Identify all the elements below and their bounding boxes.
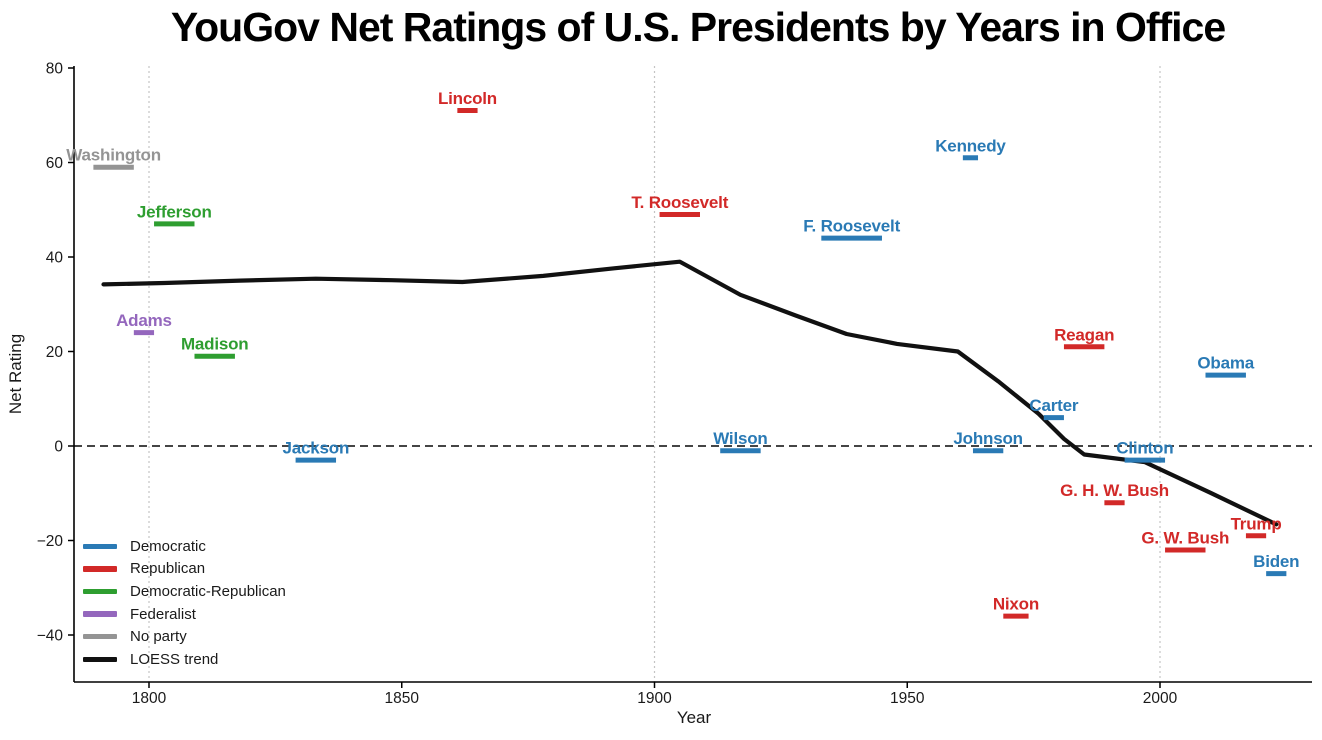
president-label-nixon: Nixon xyxy=(993,595,1039,614)
legend-item-democratic: Democratic xyxy=(83,535,286,558)
x-tick-label-1850: 1850 xyxy=(385,690,420,707)
president-label-jefferson: Jefferson xyxy=(137,202,212,221)
president-label-adams: Adams xyxy=(116,311,172,330)
legend-swatch-no-party xyxy=(83,633,117,640)
y-tick-label-40: 40 xyxy=(46,250,64,267)
loess-trend-line xyxy=(101,259,1279,527)
president-label-washington: Washington xyxy=(66,146,161,165)
x-tick-label-2000: 2000 xyxy=(1143,690,1178,707)
legend-swatch-federalist xyxy=(83,611,117,617)
y-tick-label-60: 60 xyxy=(46,155,64,172)
president-label-g-w-bush: G. W. Bush xyxy=(1141,528,1229,547)
legend-label-republican: Republican xyxy=(130,560,206,578)
legend-item-republican: Republican xyxy=(83,558,286,581)
legend-label-no-party: No party xyxy=(130,628,187,646)
legend-item-democratic-republican: Democratic-Republican xyxy=(83,580,286,603)
president-label-kennedy: Kennedy xyxy=(935,136,1006,155)
legend-label-democratic: Democratic xyxy=(130,537,206,555)
president-label-trump: Trump xyxy=(1231,514,1282,533)
president-label-f-roosevelt: F. Roosevelt xyxy=(803,217,900,236)
president-label-jackson: Jackson xyxy=(282,439,349,458)
president-label-carter: Carter xyxy=(1029,396,1078,415)
legend-item-loess-trend: LOESS trend xyxy=(83,648,286,671)
president-label-reagan: Reagan xyxy=(1054,325,1114,344)
president-label-obama: Obama xyxy=(1197,354,1254,373)
chart-title: YouGov Net Ratings of U.S. Presidents by… xyxy=(170,4,1226,50)
legend-label-loess-trend: LOESS trend xyxy=(130,650,219,668)
president-label-lincoln: Lincoln xyxy=(438,89,497,108)
y-tick-label-80: 80 xyxy=(46,61,64,78)
legend-label-federalist: Federalist xyxy=(130,605,196,623)
legend-label-democratic-republican: Democratic-Republican xyxy=(130,582,286,600)
legend-swatch-democratic-republican xyxy=(83,588,117,595)
x-axis-title: Year xyxy=(676,708,712,727)
y-tick-label-0: 0 xyxy=(54,439,63,456)
president-label-biden: Biden xyxy=(1253,552,1299,571)
legend: Democratic Republican Democratic-Republica… xyxy=(83,535,286,671)
president-label-johnson: Johnson xyxy=(953,429,1022,448)
y-tick-label--40: −40 xyxy=(37,628,64,645)
y-tick-label--20: −20 xyxy=(37,533,64,550)
legend-swatch-loess-trend xyxy=(83,656,117,663)
president-label-wilson: Wilson xyxy=(713,429,767,448)
president-label-t-roosevelt: T. Roosevelt xyxy=(631,193,728,212)
x-tick-label-1950: 1950 xyxy=(890,690,925,707)
x-tick-label-1800: 1800 xyxy=(132,690,167,707)
y-tick-label-20: 20 xyxy=(46,344,64,361)
president-label-clinton: Clinton xyxy=(1116,439,1173,458)
president-label-madison: Madison xyxy=(181,335,249,354)
legend-swatch-republican xyxy=(83,566,117,572)
x-tick-label-1900: 1900 xyxy=(637,690,672,707)
legend-item-no-party: No party xyxy=(83,625,286,648)
legend-item-federalist: Federalist xyxy=(83,603,286,626)
legend-swatch-democratic xyxy=(83,543,117,550)
president-label-g-h-w-bush: G. H. W. Bush xyxy=(1060,481,1169,500)
